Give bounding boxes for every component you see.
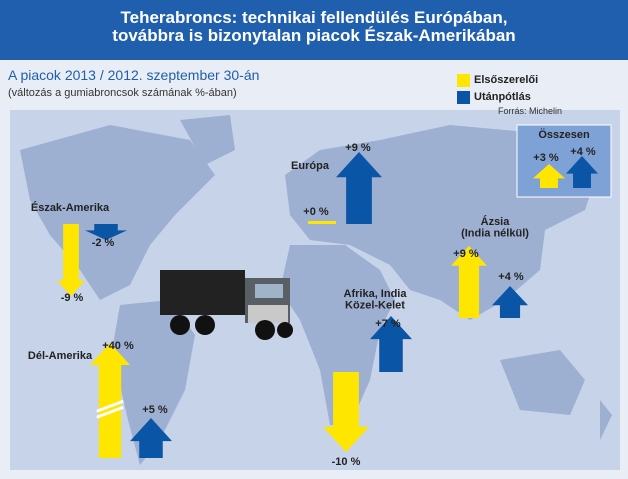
value-label: -9 % [61, 292, 84, 304]
region-label: Európa [291, 160, 330, 172]
arrow [533, 164, 565, 188]
value-label: -10 % [332, 456, 361, 468]
arrow [336, 152, 382, 224]
region-label: Összesen [538, 128, 590, 141]
value-label: +5 % [142, 404, 168, 416]
arrow [130, 418, 172, 458]
arrow [566, 156, 598, 188]
legend-label: Elsőszerelői [474, 74, 538, 86]
legend-label: Utánpótlás [474, 91, 531, 103]
truck [160, 270, 293, 340]
legend-swatch [457, 91, 470, 104]
value-label: +9 % [453, 248, 479, 260]
value-label: +4 % [570, 146, 596, 158]
region-label: Dél-Amerika [28, 350, 93, 362]
arrow [90, 343, 130, 458]
region-label: Észak-Amerika [31, 201, 110, 214]
header [0, 0, 628, 60]
value-label: +0 % [303, 206, 329, 218]
arrow [323, 372, 369, 452]
arrow [308, 221, 336, 224]
value-label: +3 % [533, 152, 559, 164]
arrow [57, 224, 85, 296]
arrow-break [96, 399, 124, 413]
arrow [451, 246, 487, 318]
value-label: +7 % [375, 318, 401, 330]
value-label: +9 % [345, 142, 371, 154]
value-label: +40 % [102, 340, 134, 352]
legend-swatch [457, 74, 470, 87]
region-label: Ázsia (India nélkül) [461, 215, 529, 240]
subtitle: A piacok 2013 / 2012. szeptember 30-án [8, 67, 259, 83]
arrow [85, 224, 127, 240]
arrow [370, 316, 412, 372]
arrow [492, 286, 528, 318]
note: (változás a gumiabroncsok számának %-ába… [8, 87, 237, 99]
value-label: +4 % [498, 271, 524, 283]
source: Forrás: Michelin [498, 106, 562, 116]
value-label: -2 % [92, 237, 115, 249]
chart-title: Teherabroncs: technikai fellendülés Euró… [112, 8, 515, 45]
total-box [516, 124, 612, 198]
region-label: Afrika, India Közel-Kelet [344, 288, 408, 312]
arrow-break [96, 405, 124, 419]
